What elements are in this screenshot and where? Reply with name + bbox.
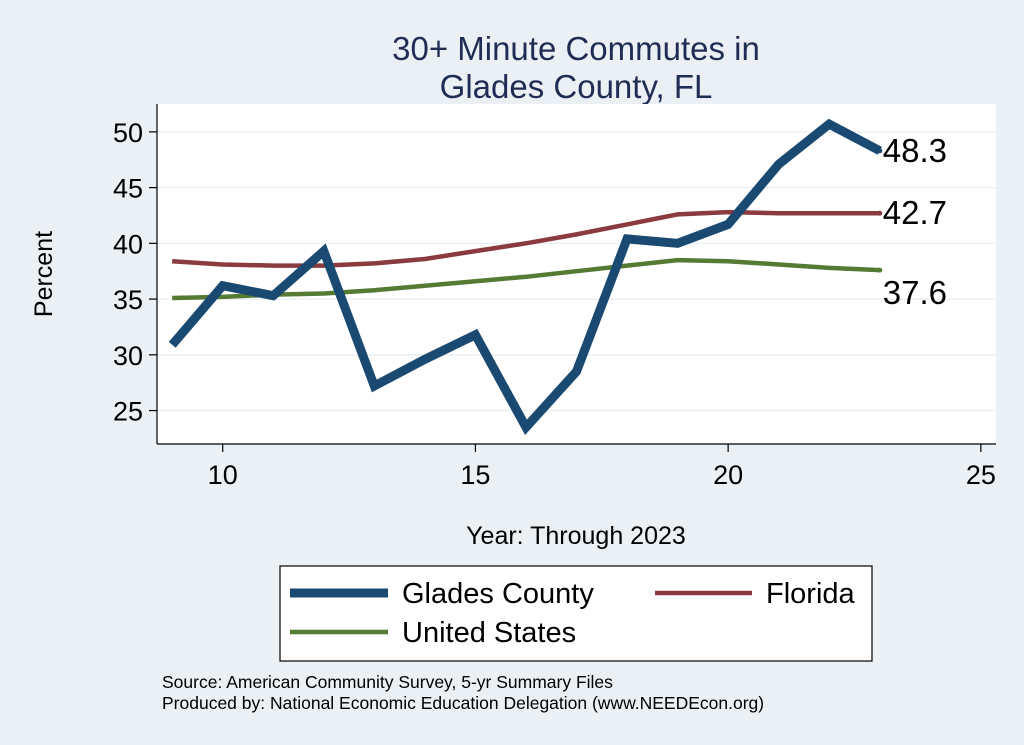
florida-end-label: 42.7 [883,194,947,231]
chart-title-line-1: 30+ Minute Commutes in [392,30,760,67]
united-states-line [172,257,880,301]
producer-note: Produced by: National Economic Education… [162,693,764,713]
y-tick-label: 45 [113,174,143,204]
end-labels: 48.3 42.7 37.6 [877,132,947,311]
series-lines [168,118,882,436]
gridlines [157,131,996,412]
x-tick-label: 15 [460,460,490,490]
plot-area [157,104,996,444]
legend-box [279,565,873,662]
glades-county-line [168,118,882,436]
x-tick-label: 25 [966,460,996,490]
y-tick-label: 35 [113,285,143,315]
united-states-end-label: 37.6 [883,274,947,311]
axis-ticks: 25 30 35 40 45 50 10 15 20 25 [113,118,996,490]
legend-label-florida: Florida [766,578,856,610]
x-tick-label: 20 [713,460,743,490]
florida-line [172,209,880,268]
y-axis-title: Percent [30,231,58,317]
y-tick-label: 30 [113,341,143,371]
x-tick-label: 10 [208,460,238,490]
legend-label-glades-county: Glades County [402,578,594,610]
chart-title-line-2: Glades County, FL [440,68,713,105]
legend-label-united-states: United States [402,617,576,649]
y-tick-label: 25 [113,397,143,427]
glades-county-end-point [877,148,883,154]
y-tick-label: 40 [113,229,143,259]
y-tick-label: 50 [113,118,143,148]
florida-end-point [877,210,883,216]
legend: Glades County Florida United States [290,578,856,649]
source-note: Source: American Community Survey, 5-yr … [162,672,613,692]
glades-county-end-label: 48.3 [883,132,947,169]
x-axis-title: Year: Through 2023 [466,522,686,550]
united-states-end-point [877,267,883,273]
